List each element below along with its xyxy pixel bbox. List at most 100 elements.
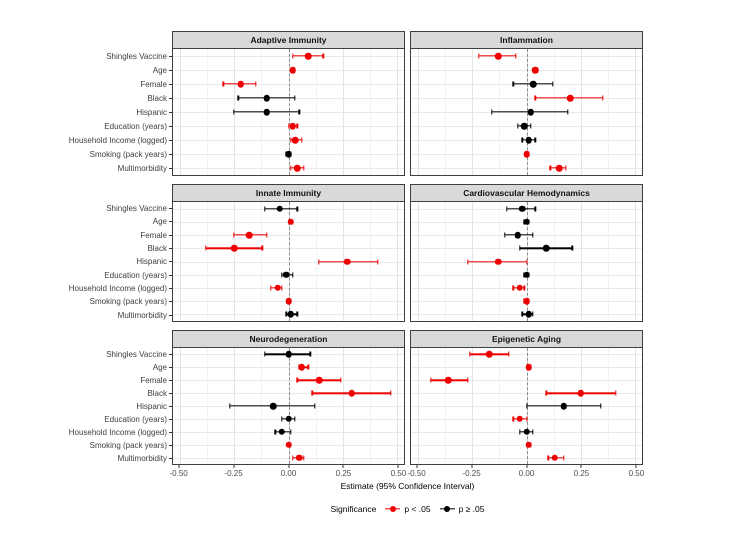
estimate-dot — [531, 66, 539, 74]
estimate-dot — [516, 415, 524, 423]
ci-cap — [296, 206, 298, 212]
legend-title: Significance — [330, 504, 377, 514]
y-axis-label: Smoking (pack years) — [78, 148, 172, 162]
ci-cap — [294, 416, 296, 422]
x-tick-mark — [233, 465, 235, 468]
x-ticks-row: -0.50 -0.25 0.00 0.25 0.50 -0.50 -0.25 0.00 0.25… — [169, 465, 740, 479]
ci-cap — [599, 403, 602, 409]
y-axis-label-text: Shingles Vaccine — [106, 204, 167, 214]
ci-cap — [512, 81, 515, 87]
ci-cap — [521, 311, 523, 317]
x-axis-ticks: -0.50 -0.25 0.00 0.25 0.50 -0.50 -0.25 0.00 0.25… — [0, 465, 740, 479]
x-tick-label: -0.50 — [407, 469, 426, 478]
estimate-dot — [285, 415, 292, 423]
y-axis-tick-mark — [169, 458, 172, 459]
ci-cap — [514, 53, 517, 59]
ci-cap — [281, 272, 283, 278]
estimate-dot — [344, 258, 351, 265]
ci-cap — [525, 403, 528, 409]
legend-label-significant: p < .05 — [404, 504, 431, 514]
y-axis-label: Black — [78, 387, 172, 400]
ci-cap — [263, 206, 266, 212]
x-tick-mark — [288, 465, 289, 468]
legend: Significance p < .05 p ≥ .05 — [172, 504, 643, 514]
panel-plot-area — [410, 202, 643, 322]
y-axis-label-text: Hispanic — [136, 402, 167, 411]
y-axis-label-text: Multimorbidity — [117, 310, 167, 320]
x-tick-mark — [397, 465, 399, 468]
estimate-dot — [237, 80, 244, 88]
estimate-dot — [287, 218, 294, 226]
legend-key-dot — [444, 506, 451, 512]
facet-strip-title: Epigenetic Aging — [410, 330, 643, 348]
ci-cap — [525, 259, 528, 264]
x-tick-mark — [471, 465, 473, 468]
ci-cap — [508, 351, 510, 357]
ci-cap — [266, 232, 268, 238]
y-axis-label: Female — [78, 77, 172, 91]
y-axis-label-text: Shingles Vaccine — [106, 51, 167, 61]
estimate-dot — [285, 351, 292, 358]
x-tick-label: 0.50 — [390, 469, 407, 478]
ci-cap — [571, 245, 573, 251]
ci-cap — [615, 390, 617, 396]
ci-cap — [390, 390, 392, 396]
legend-label-not-significant: p ≥ .05 — [458, 504, 485, 514]
estimate-dot — [555, 164, 563, 172]
facet-panel: Adaptive Immunity — [172, 31, 405, 176]
y-axis-label: Household Income (logged) — [69, 282, 172, 295]
y-axis-labels: Shingles Vaccine Age Female Black Hispanic Ed… — [69, 330, 172, 465]
y-axis-labels: Shingles Vaccine Age Female Black Hispanic Ed… — [69, 31, 172, 176]
not-significant-point-icon — [439, 505, 455, 514]
estimate-dot — [516, 284, 524, 292]
y-axis-label-text: Hispanic — [136, 107, 167, 117]
ci-cap — [565, 165, 567, 171]
y-axis-tick-mark — [169, 406, 172, 407]
y-axis-label-text: Female — [140, 376, 167, 385]
estimate-dot — [296, 454, 303, 461]
y-axis-tick-mark — [169, 393, 172, 394]
x-axis-title: Estimate (95% Confidence Interval) — [340, 481, 475, 491]
x-tick-label: -0.25 — [224, 469, 243, 478]
ci-cap — [261, 245, 264, 251]
estimate-dot — [304, 52, 312, 60]
y-axis-label: Age — [78, 361, 172, 374]
y-axis-label-text: Smoking (pack years) — [89, 441, 167, 450]
ci-cap — [519, 245, 521, 251]
estimate-dot — [444, 376, 452, 384]
ci-cap — [309, 351, 311, 357]
estimate-dot — [276, 205, 284, 212]
panel-plot-area — [410, 348, 643, 465]
facet-strip-title: Cardiovascular Hemodynamics — [410, 184, 643, 202]
facet-grid: Shingles Vaccine Age Female Black Hispanic Ed… — [0, 31, 740, 465]
ci-cap — [300, 137, 303, 143]
ci-cap — [292, 53, 294, 59]
estimate-dot — [486, 351, 493, 358]
y-axis-label: Multimorbidity — [78, 452, 172, 465]
y-axis-label-text: Smoking (pack years) — [89, 297, 167, 307]
y-axis-label-text: Age — [152, 363, 167, 372]
y-axis-label: Age — [78, 63, 172, 77]
y-axis-tick-mark — [169, 168, 172, 170]
y-axis-label: Hispanic — [78, 255, 172, 268]
estimate-dot — [566, 94, 574, 102]
estimate-dot — [523, 271, 530, 278]
y-axis-tick-mark — [169, 248, 172, 250]
ci-cap — [311, 390, 314, 396]
estimate-dot — [525, 441, 532, 448]
zero-reference-line — [288, 202, 290, 321]
y-axis-tick-mark — [169, 354, 172, 355]
estimate-dot — [494, 52, 502, 60]
y-axis-tick-mark — [169, 140, 172, 142]
y-axis-label: Multimorbidity — [78, 309, 172, 322]
ci-cap — [274, 429, 277, 435]
facet-panel: Neurodegeneration — [172, 330, 405, 465]
ci-cap — [340, 377, 342, 383]
facet-row: Shingles Vaccine Age Female Black Hispanic Ed… — [69, 31, 740, 176]
y-axis-label-text: Smoking (pack years) — [89, 150, 167, 160]
estimate-dot — [542, 245, 550, 252]
facet-row: Shingles Vaccine Age Female Black Hispanic Ed… — [69, 184, 740, 322]
y-axis-label: Shingles Vaccine — [78, 202, 172, 215]
ci-cap — [602, 95, 604, 101]
y-axis-tick-mark — [169, 445, 172, 446]
